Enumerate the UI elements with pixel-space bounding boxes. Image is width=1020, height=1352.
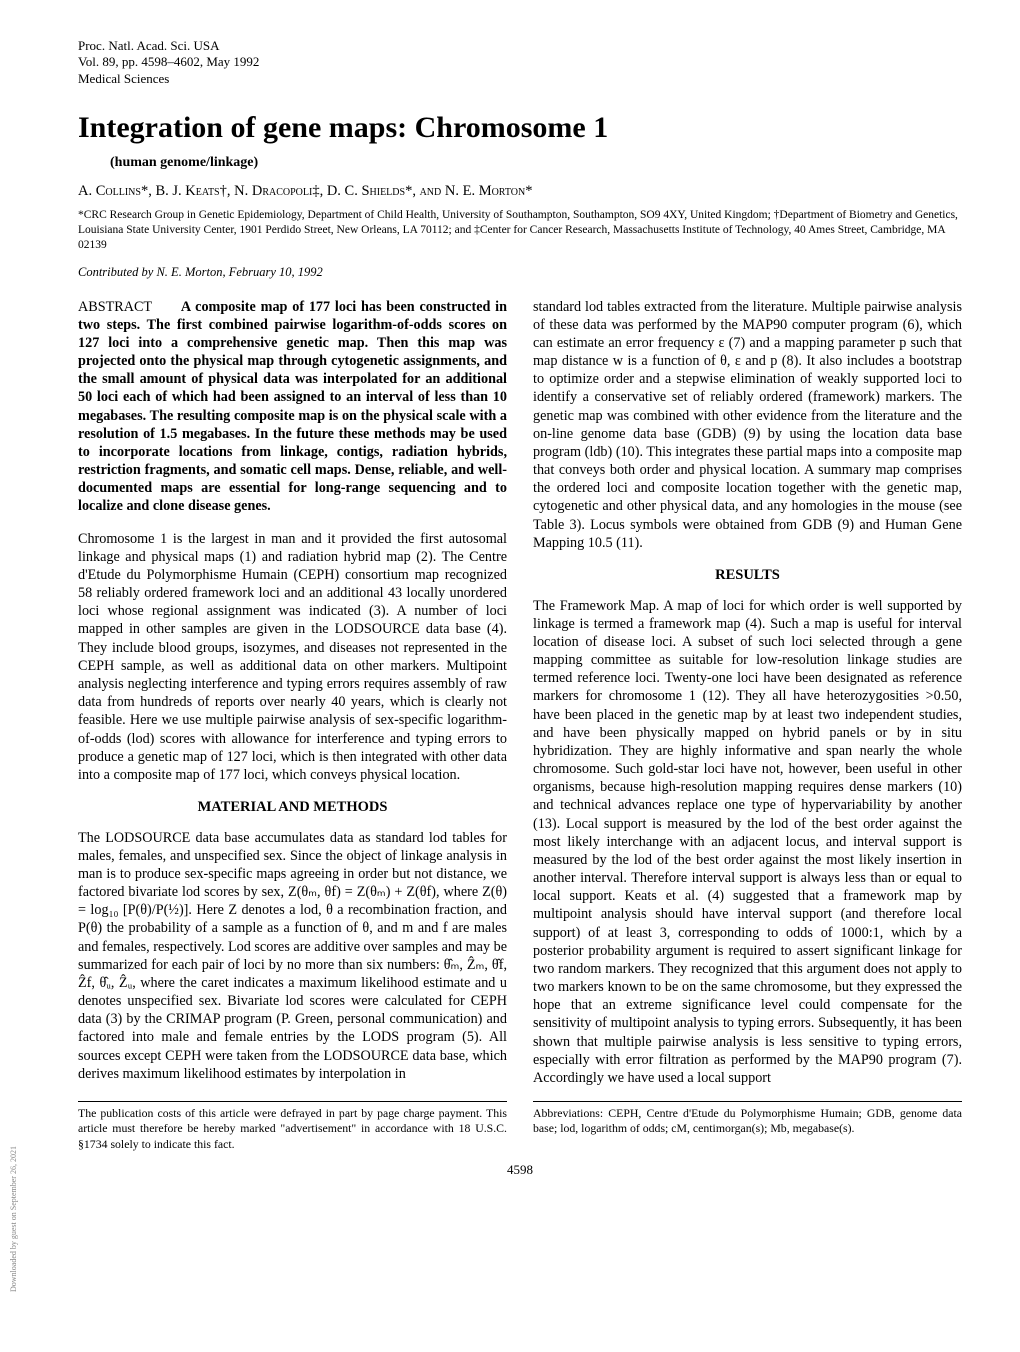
page: Downloaded by guest on September 26, 202… [0,0,1020,1352]
journal-header: Proc. Natl. Acad. Sci. USA Vol. 89, pp. … [78,38,962,87]
article-title: Integration of gene maps: Chromosome 1 [78,111,962,145]
contributed-line: Contributed by N. E. Morton, February 10… [78,265,962,280]
methods-heading: MATERIAL AND METHODS [78,798,507,817]
download-side-text: Downloaded by guest on September 26, 202… [9,1146,18,1292]
intro-paragraph: Chromosome 1 is the largest in man and i… [78,530,507,784]
header-line-2: Vol. 89, pp. 4598–4602, May 1992 [78,54,962,70]
footer-left: The publication costs of this article we… [78,1101,507,1152]
two-column-layout: ABSTRACT A composite map of 177 loci has… [78,298,962,1088]
article-subtitle: (human genome/linkage) [110,155,962,171]
results-paragraph: The Framework Map. A map of loci for whi… [533,597,962,1088]
abstract-block: ABSTRACT A composite map of 177 loci has… [78,298,507,516]
footer-right: Abbreviations: CEPH, Centre d'Etude du P… [533,1101,962,1152]
abstract-label: ABSTRACT [78,299,152,315]
results-heading: RESULTS [533,566,962,585]
affiliations: *CRC Research Group in Genetic Epidemiol… [78,208,962,253]
footer-row: The publication costs of this article we… [78,1101,962,1152]
methods-paragraph: The LODSOURCE data base accumulates data… [78,829,507,1083]
authors: A. Collins*, B. J. Keats†, N. Dracopoli‡… [78,183,962,200]
left-column: ABSTRACT A composite map of 177 loci has… [78,298,507,1088]
header-line-3: Medical Sciences [78,71,962,87]
right-column: standard lod tables extracted from the l… [533,298,962,1088]
abstract-text: A composite map of 177 loci has been con… [78,299,507,515]
header-line-1: Proc. Natl. Acad. Sci. USA [78,38,962,54]
col2-continuation: standard lod tables extracted from the l… [533,298,962,552]
page-number: 4598 [78,1162,962,1178]
